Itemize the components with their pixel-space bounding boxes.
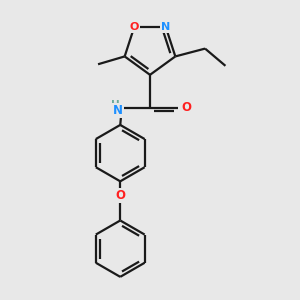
Text: H: H [112,100,120,110]
Text: O: O [181,101,191,114]
Text: N: N [161,22,170,32]
Text: N: N [113,104,123,117]
Text: O: O [130,22,139,32]
Text: O: O [115,189,125,202]
